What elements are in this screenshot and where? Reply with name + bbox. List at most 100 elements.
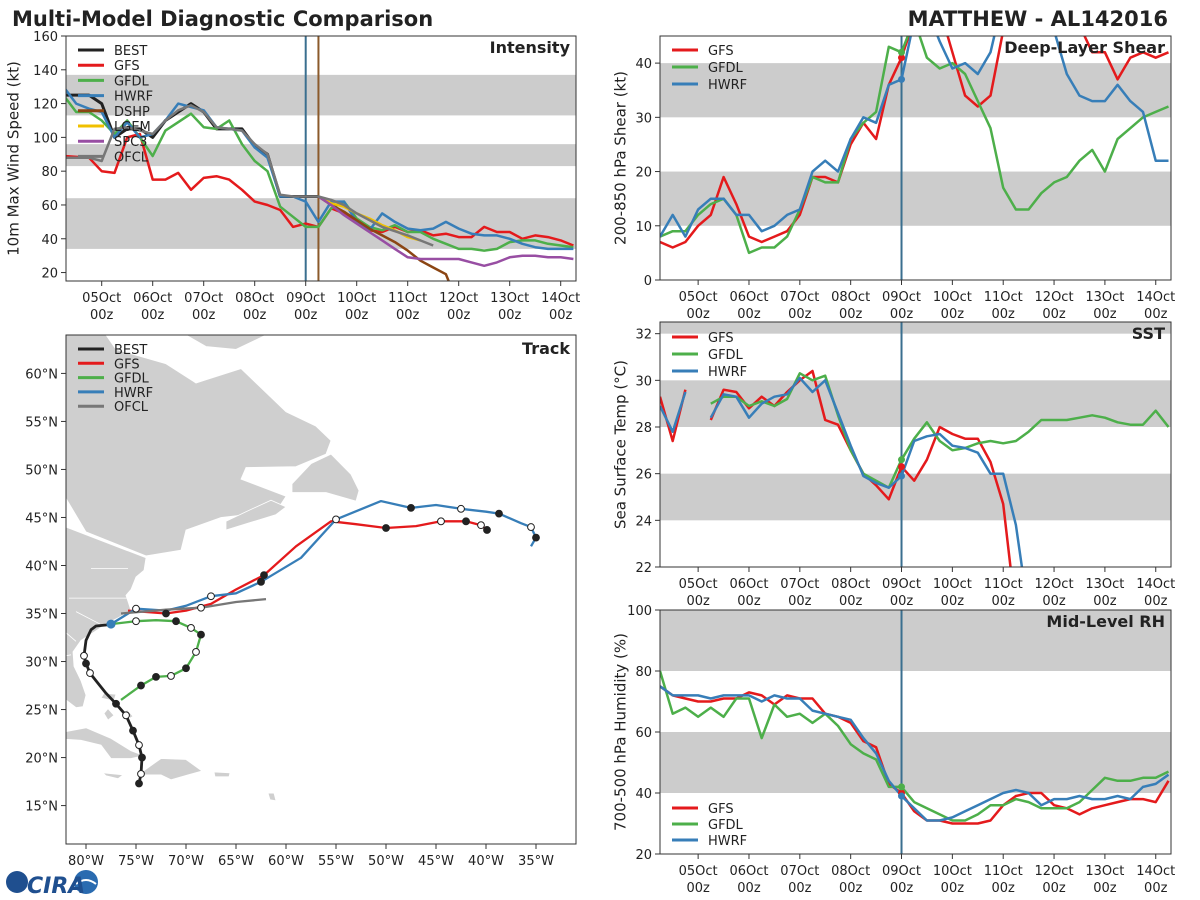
shear-xtick-date-9: 14Oct (1136, 290, 1175, 305)
land-baffin-hint (185, 335, 267, 350)
intensity-frame (65, 35, 577, 282)
shear-xtick-date-2: 07Oct (780, 290, 819, 305)
rh-plot-area (660, 610, 1171, 854)
rh-xtick-date-2: 07Oct (780, 864, 819, 879)
shear-xtick-date-5: 10Oct (933, 290, 972, 305)
sst-ytick-label-32: 32 (635, 328, 652, 343)
rh-xtick-date-4: 09Oct (882, 864, 921, 879)
sst-xtick-hour-9: 00z (1144, 594, 1168, 609)
sst-xtick-hour-8: 00z (1093, 594, 1117, 609)
track-hwrf-marker-10 (407, 503, 415, 512)
land-lesser-antilles (267, 792, 277, 802)
track-legend-label-gfs: GFS (114, 357, 140, 372)
sst-tau-dot-hwrf-4 (898, 472, 906, 480)
track-gfdl-marker-4 (187, 624, 195, 632)
sst-xtick-hour-2: 00z (788, 594, 812, 609)
track-hwrf-marker-17 (532, 533, 540, 542)
rh-ylabel: 700-500 hPa Humidity (%) (612, 633, 630, 831)
shear-tau-dot-gfdl-1 (898, 48, 906, 56)
sst-xtick-date-7: 12Oct (1035, 577, 1074, 592)
intensity-legend-label-spc3: SPC3 (114, 135, 147, 150)
intensity-xtick-hour-4: 00z (294, 308, 318, 323)
shear-xtick-hour-4: 00z (890, 307, 914, 322)
sst-band-0 (660, 473, 1171, 521)
intensity-band-1 (66, 144, 576, 167)
land-puerto-rico (213, 771, 231, 778)
shear-series-gfdl-1 (660, 36, 1169, 255)
shear-xtick-date-3: 08Oct (831, 290, 870, 305)
land-nova-scotia (225, 499, 287, 531)
track-xtick-label-0: 80°W (68, 854, 104, 869)
shear-xtick-date-1: 06Oct (729, 290, 768, 305)
shear-xtick-hour-5: 00z (941, 307, 965, 322)
intensity-xtick-date-2: 07Oct (184, 291, 223, 306)
rh-ytick-label-80: 80 (635, 665, 652, 680)
sst-xtick-hour-5: 00z (941, 594, 965, 609)
intensity-xtick-date-7: 12Oct (439, 291, 478, 306)
intensity-xtick-hour-2: 00z (192, 308, 216, 323)
track-best-marker-5 (122, 711, 130, 720)
shear-xtick-date-6: 11Oct (984, 290, 1023, 305)
track-gfdl-marker-7 (182, 664, 190, 673)
track-ytick-label-6: 45°N (25, 511, 58, 526)
track-ofcl-marker-2 (197, 603, 205, 612)
rh-ytick-label-40: 40 (635, 787, 652, 802)
intensity-band-2 (66, 74, 576, 116)
track-best-marker-2 (138, 753, 146, 762)
sst-frame (659, 321, 1172, 568)
intensity-legend-label-hwrf: HWRF (114, 90, 153, 105)
sst-xtick-hour-6: 00z (992, 594, 1016, 609)
intensity-series-dshp-4 (317, 195, 450, 281)
intensity-xtick-hour-9: 00z (549, 308, 573, 323)
rh-xtick-hour-1: 00z (737, 881, 761, 896)
intensity-ytick-label-120: 120 (33, 98, 58, 113)
sst-ytick-label-26: 26 (635, 468, 652, 483)
track-gfdl-marker-6 (192, 648, 200, 656)
track-hwrf-marker-1 (132, 604, 140, 613)
sst-xtick-date-9: 14Oct (1136, 577, 1175, 592)
track-best-marker-9 (86, 669, 94, 677)
intensity-ylabel: 10m Max Wind Speed (kt) (5, 61, 23, 256)
intensity-legend-label-best: BEST (114, 44, 147, 59)
intensity-ytick-label-140: 140 (33, 64, 58, 79)
track-best-marker-6 (112, 699, 120, 708)
track-gfs-marker-11 (437, 517, 445, 526)
rh-xtick-hour-3: 00z (839, 881, 863, 896)
track-best-marker-1 (137, 769, 145, 778)
rh-xtick-hour-5: 00z (941, 881, 965, 896)
track-ytick-label-4: 35°N (25, 608, 58, 623)
track-gfdl-marker-1 (132, 617, 140, 626)
shear-tau-dot-gfs-0 (898, 54, 906, 62)
intensity-xtick-hour-5: 00z (345, 308, 369, 323)
land-jamaica (101, 772, 125, 780)
intensity-xtick-date-5: 10Oct (337, 291, 376, 306)
storm-id-title: MATTHEW - AL142016 (908, 7, 1168, 31)
state-border-4 (66, 654, 72, 657)
shear-panel-title: Deep-Layer Shear (1004, 38, 1165, 57)
track-legend-label-ofcl: OFCL (114, 400, 149, 415)
sst-legend-label-hwrf: HWRF (708, 365, 747, 380)
track-legend-label-hwrf: HWRF (114, 386, 153, 401)
intensity-xtick-date-8: 13Oct (490, 291, 529, 306)
track-xtick-label-5: 55°W (318, 854, 354, 869)
intensity-xtick-date-0: 05Oct (82, 291, 121, 306)
track-hwrf-marker-8 (332, 515, 340, 524)
rh-panel: 20 40 60 80 100 05Oct 00z 06Oct 00z 07Oct 00z 08Oct… (612, 604, 1176, 896)
track-ofcl-line (120, 597, 267, 615)
sst-tau-dot-gfdl-2 (898, 456, 906, 464)
track-legend-label-gfdl: GFDL (114, 372, 150, 387)
sst-xtick-date-2: 07Oct (780, 577, 819, 592)
rh-ytick-label-100: 100 (627, 604, 652, 619)
logo-seal-icon (74, 870, 98, 894)
cira-logo: CIRA (6, 870, 98, 899)
sst-panel: 22 24 26 28 30 32 05Oct 00z 06Oct 00z 07Oct 00z 08Oc… (612, 321, 1175, 609)
intensity-legend-label-gfs: GFS (114, 59, 140, 74)
intensity-ytick-label-40: 40 (41, 233, 58, 248)
track-xtick-label-8: 40°W (468, 854, 504, 869)
track-gfdl-marker-3 (172, 617, 180, 626)
rh-xtick-hour-7: 00z (1042, 881, 1066, 896)
sst-xtick-date-0: 05Oct (679, 577, 718, 592)
sst-series-hwrf-4 (709, 376, 1024, 567)
sst-xtick-hour-4: 00z (890, 594, 914, 609)
track-xtick-label-6: 50°W (368, 854, 404, 869)
